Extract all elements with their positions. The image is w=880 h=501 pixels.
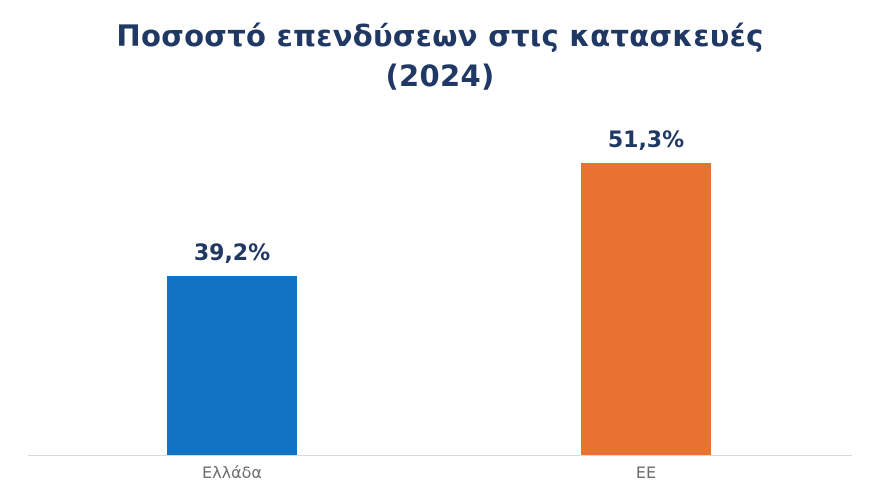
category-label-greece: Ελλάδα	[202, 463, 262, 482]
value-label-eu: 51,3%	[607, 128, 685, 154]
value-label-greece: 39,2%	[193, 241, 271, 266]
chart-title-line-1: Ποσοστό επενδύσεων στις κατασκευές	[116, 19, 764, 53]
category-label-eu: ΕΕ	[635, 463, 657, 482]
bar-group-greece: 39,2%	[167, 241, 297, 455]
bar-group-eu: 51,3%	[581, 128, 711, 455]
bar	[167, 276, 297, 455]
bar	[581, 163, 711, 455]
chart-title: Ποσοστό επενδύσεων στις κατασκευές (2024…	[0, 16, 880, 96]
chart-title-line-2: (2024)	[385, 59, 495, 94]
x-axis-line	[28, 455, 852, 456]
